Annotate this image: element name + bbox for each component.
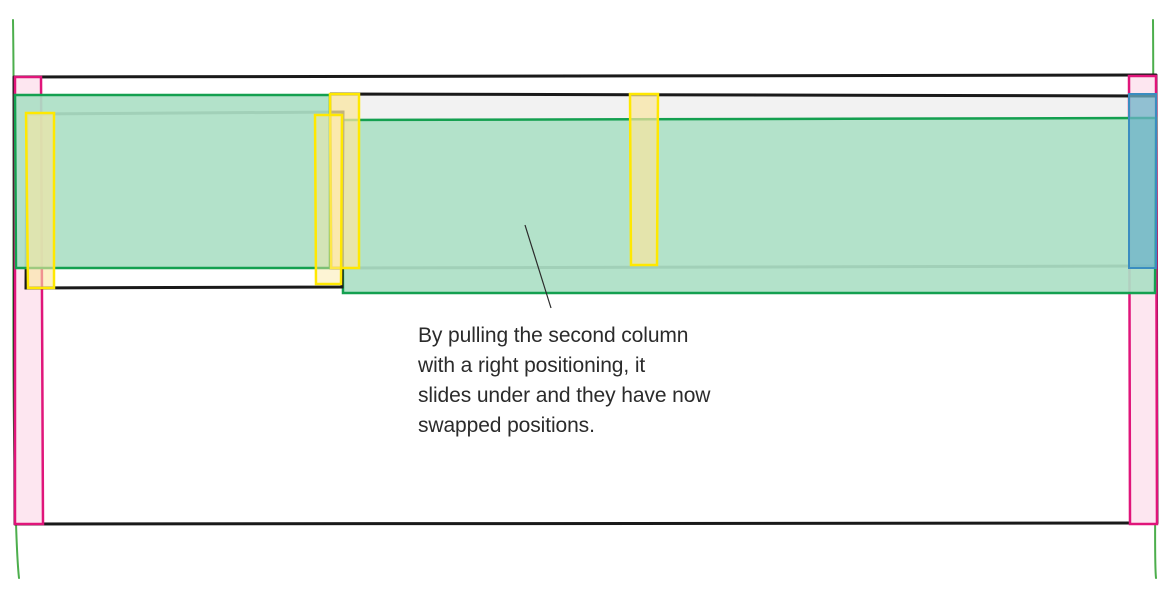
- gutter-middle-front: [313, 113, 344, 286]
- annotation-line: swapped positions.: [418, 414, 595, 437]
- annotation-line: with a right positioning, it: [418, 354, 646, 377]
- gutter-left: [24, 111, 56, 290]
- gutters: [24, 92, 660, 290]
- row-band: [330, 94, 1156, 120]
- annotation-caption: By pulling the second column with a righ…: [418, 321, 798, 441]
- annotation-line: By pulling the second column: [418, 324, 689, 347]
- right-margin-overlap: [1128, 93, 1157, 269]
- second-column-slid: [340, 116, 1158, 295]
- gutter-middle-back: [328, 92, 361, 270]
- first-column: [13, 93, 332, 270]
- annotation-line: slides under and they have now: [418, 384, 711, 407]
- gutter-right: [628, 92, 660, 267]
- annotation-pointer-line: [524, 224, 552, 309]
